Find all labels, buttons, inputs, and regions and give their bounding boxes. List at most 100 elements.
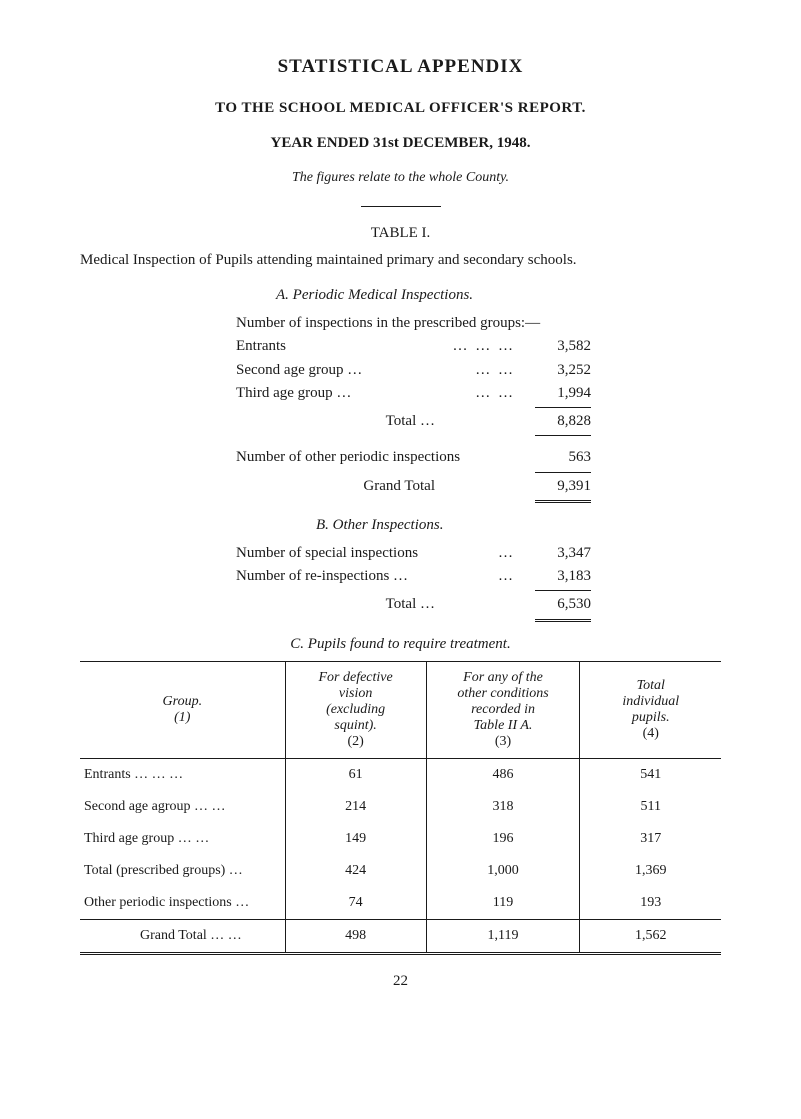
col1-num: (1) (86, 710, 279, 726)
row-total-a: Total … 8,828 (236, 410, 591, 433)
col2-num: (2) (292, 734, 420, 750)
col-header-4: Total individual pupils. (4) (580, 661, 721, 758)
row-grand-a: Grand Total 9,391 (236, 475, 591, 498)
col4-l3: pupils. (586, 710, 715, 726)
subtotal-rule (535, 407, 591, 408)
subtotal-rule (535, 590, 591, 591)
section-b-block: Number of special inspections … 3,347 Nu… (236, 542, 591, 622)
section-a-intro: Number of inspections in the prescribed … (236, 312, 591, 335)
table-row: Entrants … … … 61 486 541 (80, 758, 721, 791)
row-grand-a-value: 9,391 (521, 475, 591, 498)
leader-dots: … (498, 565, 515, 588)
col2-l2: vision (292, 686, 420, 702)
cell-label: Third age group … … (80, 823, 285, 855)
title-main: STATISTICAL APPENDIX (80, 56, 721, 78)
cell-grand-c2: 498 (285, 919, 426, 953)
cell-grand-label: Grand Total … … (80, 919, 285, 953)
title-sub2: YEAR ENDED 31st DECEMBER, 1948. (80, 135, 721, 152)
double-rule (535, 619, 591, 622)
cell-grand-c4: 1,562 (580, 919, 721, 953)
row-entrants-label: Entrants (236, 335, 447, 358)
section-a-block: Number of inspections in the prescribed … (236, 312, 591, 503)
table-row: Total (prescribed groups) … 424 1,000 1,… (80, 855, 721, 887)
cell-c3: 318 (426, 791, 580, 823)
cell-label: Entrants … … … (80, 758, 285, 791)
table-c: Group. (1) For defective vision (excludi… (80, 661, 721, 955)
col4-num: (4) (586, 726, 715, 742)
col3-l4: Table II A. (433, 718, 574, 734)
row-third-age: Third age group … … … 1,994 (236, 382, 591, 405)
row-reinspections-label: Number of re-inspections … (236, 565, 492, 588)
table-row: Third age group … … 149 196 317 (80, 823, 721, 855)
row-second-age-value: 3,252 (521, 359, 591, 382)
cell-grand-c3: 1,119 (426, 919, 580, 953)
cell-c3: 196 (426, 823, 580, 855)
title-sub1: TO THE SCHOOL MEDICAL OFFICER'S REPORT. (80, 100, 721, 117)
col2-l4: squint). (292, 718, 420, 734)
leader-dots: … … … (453, 335, 516, 358)
cell-c4: 1,369 (580, 855, 721, 887)
subtotal-rule (535, 435, 591, 436)
row-total-b: Total … 6,530 (236, 593, 591, 616)
row-second-age-label: Second age group … (236, 359, 469, 382)
row-special-inspections: Number of special inspections … 3,347 (236, 542, 591, 565)
col1-label: Group. (86, 694, 279, 710)
cell-c4: 317 (580, 823, 721, 855)
cell-c3: 1,000 (426, 855, 580, 887)
row-total-b-label: Total … (236, 593, 521, 616)
cell-c4: 511 (580, 791, 721, 823)
divider-rule (361, 206, 441, 207)
cell-c4: 541 (580, 758, 721, 791)
section-b-heading: B. Other Inspections. (316, 517, 721, 534)
subtotal-rule (535, 472, 591, 473)
row-reinspections-value: 3,183 (521, 565, 591, 588)
table-c-wrap: C. Pupils found to require treatment. Gr… (80, 636, 721, 955)
col-header-2: For defective vision (excluding squint).… (285, 661, 426, 758)
col-header-3: For any of the other conditions recorded… (426, 661, 580, 758)
cell-label: Second age agroup … … (80, 791, 285, 823)
cell-c2: 61 (285, 758, 426, 791)
cell-c2: 74 (285, 887, 426, 920)
cell-label: Total (prescribed groups) … (80, 855, 285, 887)
col4-l2: individual (586, 694, 715, 710)
col3-l1: For any of the (433, 670, 574, 686)
row-other-periodic-value: 563 (521, 446, 591, 469)
row-other-periodic-label: Number of other periodic inspections (236, 446, 521, 469)
row-total-a-label: Total … (236, 410, 521, 433)
page-number: 22 (80, 973, 721, 990)
cell-c3: 119 (426, 887, 580, 920)
cell-c2: 424 (285, 855, 426, 887)
row-grand-a-label: Grand Total (236, 475, 521, 498)
row-third-age-value: 1,994 (521, 382, 591, 405)
table-row: Second age agroup … … 214 318 511 (80, 791, 721, 823)
col3-l3: recorded in (433, 702, 574, 718)
cell-c4: 193 (580, 887, 721, 920)
table-row-grand: Grand Total … … 498 1,119 1,562 (80, 919, 721, 953)
col-header-group: Group. (1) (80, 661, 285, 758)
row-entrants: Entrants … … … 3,582 (236, 335, 591, 358)
row-special-value: 3,347 (521, 542, 591, 565)
leader-dots: … (498, 542, 515, 565)
col2-l3: (excluding (292, 702, 420, 718)
leader-dots: … … (475, 382, 515, 405)
table-c-caption: C. Pupils found to require treatment. (80, 636, 721, 653)
row-other-periodic: Number of other periodic inspections 563 (236, 446, 591, 469)
table-label: TABLE I. (80, 225, 721, 242)
row-third-age-label: Third age group … (236, 382, 469, 405)
col2-l1: For defective (292, 670, 420, 686)
double-rule (535, 500, 591, 503)
title-relate: The figures relate to the whole County. (80, 170, 721, 186)
row-second-age: Second age group … … … 3,252 (236, 359, 591, 382)
row-special-label: Number of special inspections (236, 542, 492, 565)
table-description: Medical Inspection of Pupils attending m… (80, 252, 721, 269)
table-row: Other periodic inspections … 74 119 193 (80, 887, 721, 920)
row-total-a-value: 8,828 (521, 410, 591, 433)
section-a-heading: A. Periodic Medical Inspections. (276, 287, 721, 304)
cell-c3: 486 (426, 758, 580, 791)
spacer (236, 438, 591, 446)
page: STATISTICAL APPENDIX TO THE SCHOOL MEDIC… (0, 0, 801, 1030)
leader-dots: … … (475, 359, 515, 382)
col4-l1: Total (586, 678, 715, 694)
col3-l2: other conditions (433, 686, 574, 702)
row-entrants-value: 3,582 (521, 335, 591, 358)
